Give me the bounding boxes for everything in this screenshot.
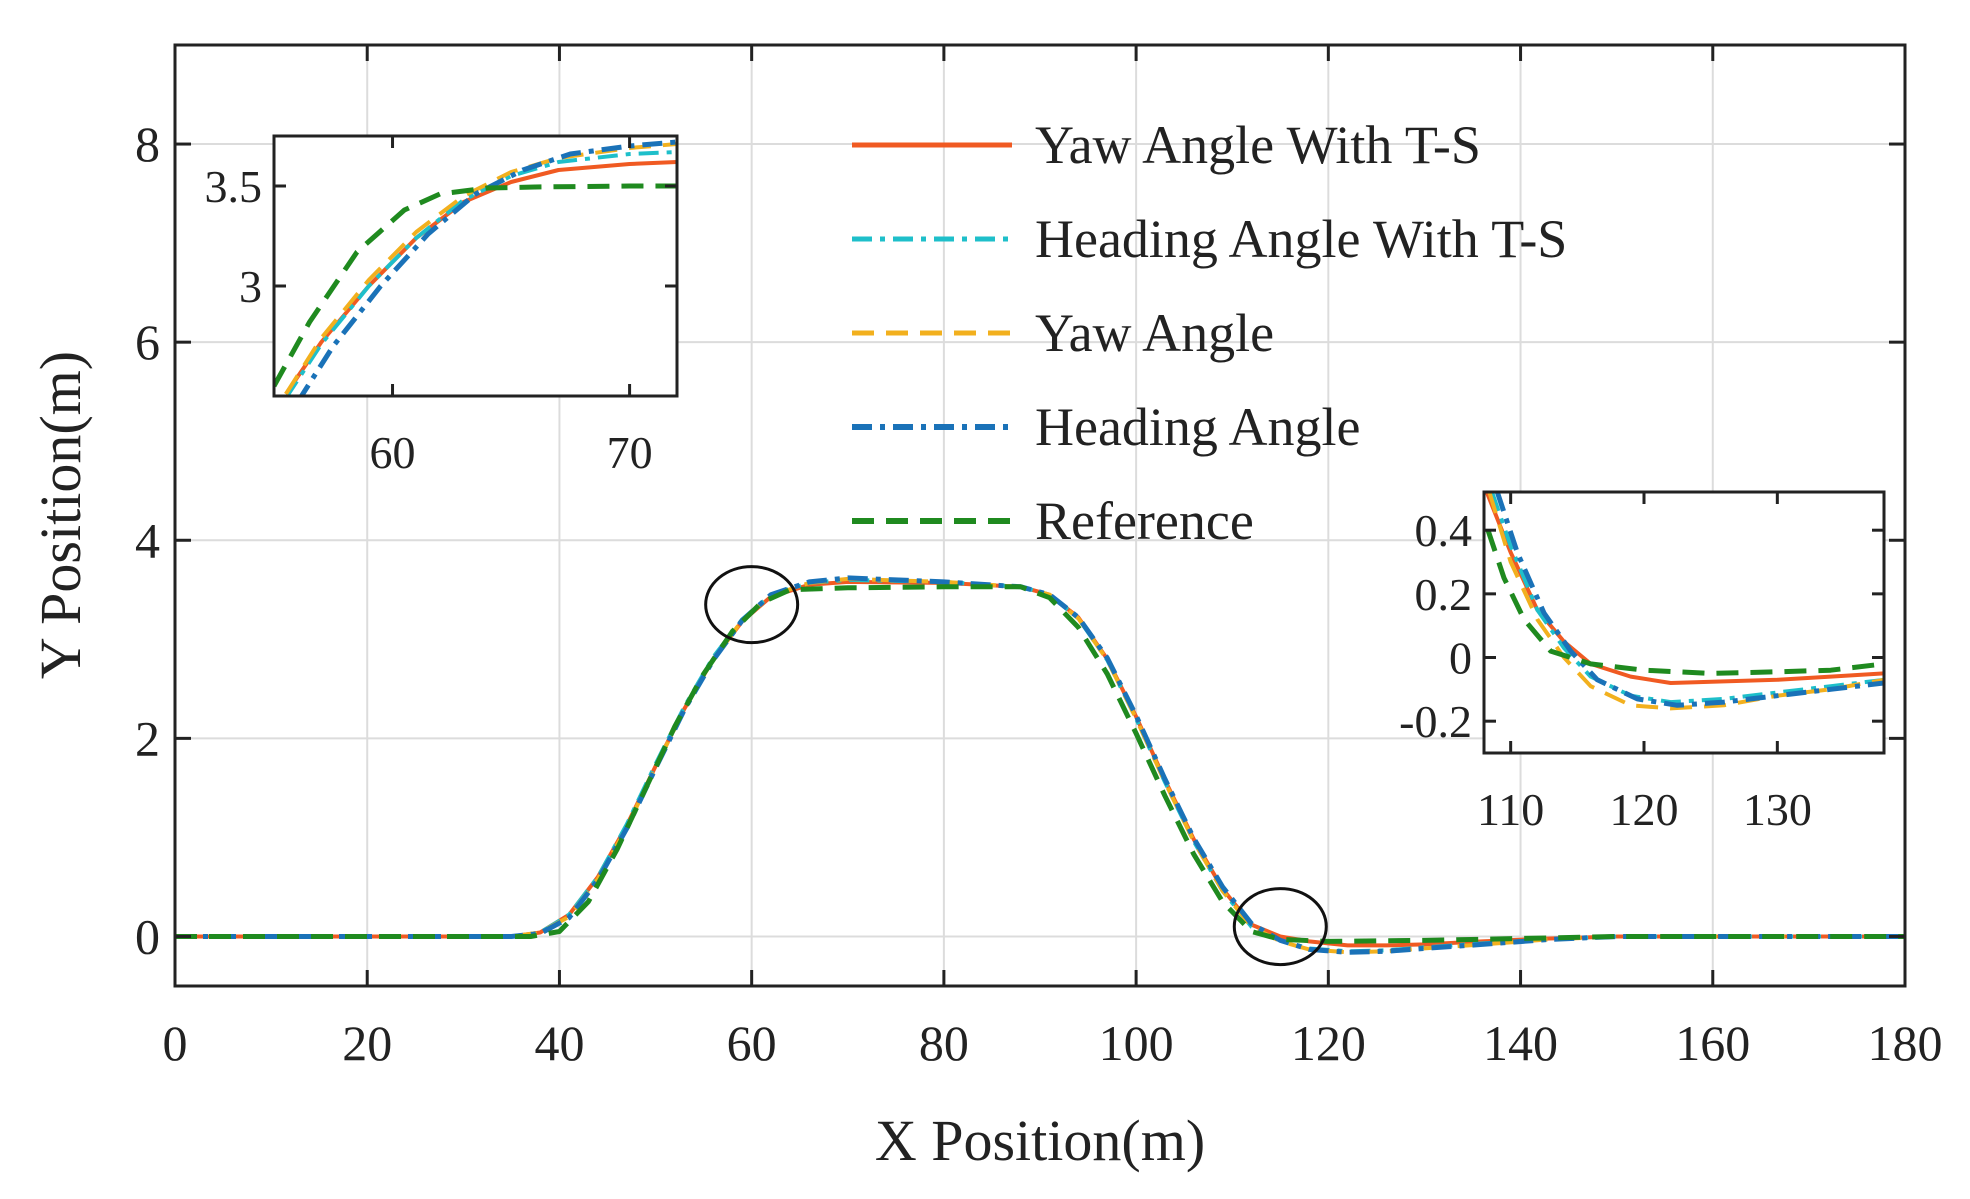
x-tick-label: 40 [534, 1015, 584, 1071]
inset-y-tick-label: 0 [1449, 633, 1472, 684]
main-plot-area: 0 20 40 60 80 100 120 140 160 180 0 2 4 6 8 [135, 43, 1943, 1071]
legend-label: Yaw Angle [1035, 303, 1274, 363]
inset-x-tick-label: 120 [1610, 784, 1679, 835]
x-tick-label: 0 [163, 1015, 188, 1071]
x-tick-label: 100 [1099, 1015, 1174, 1071]
inset-y-tick-label: -0.2 [1399, 696, 1472, 747]
inset-1-series-line-heading-angle-with-t-s [284, 150, 677, 396]
y-tick-label: 6 [135, 314, 160, 370]
inset-bottom-right-ticks: 110 120 130 -0.2 0 0.2 0.4 [1399, 492, 1884, 835]
main-tick-labels: 0 20 40 60 80 100 120 140 160 180 0 2 4 6 8 [135, 116, 1943, 1071]
inset-2-series-line-yaw-angle [1487, 492, 1884, 711]
x-tick-label: 160 [1675, 1015, 1750, 1071]
y-tick-label: 4 [135, 512, 160, 568]
inset-top-left-background [274, 136, 677, 396]
inset-top-left-series [274, 139, 677, 396]
inset-2-series-line-heading-angle [1494, 492, 1884, 708]
x-axis-label: X Position(m) [875, 1108, 1205, 1173]
main-tick-marks [173, 45, 1907, 986]
x-tick-label: 20 [342, 1015, 392, 1071]
inset-bottom-right-series [1484, 492, 1884, 711]
y-tick-label: 0 [135, 908, 160, 964]
legend: Yaw Angle With T-S Heading Angle With T-S… [852, 115, 1567, 551]
inset-bottom-right: 110 120 130 -0.2 0 0.2 0.4 [1399, 490, 1886, 835]
main-annotations [704, 565, 1328, 967]
inset-y-tick-label: 3 [239, 261, 262, 312]
inset-top-left-ticks: 60 70 3 3.5 [205, 136, 677, 478]
legend-label: Yaw Angle With T-S [1035, 115, 1481, 175]
inset-top-left: 60 70 3 3.5 [205, 134, 679, 478]
zoom-highlight-circle [1232, 887, 1328, 967]
inset-bottom-right-frame [1482, 490, 1886, 755]
x-tick-label: 140 [1483, 1015, 1558, 1071]
x-tick-label: 120 [1291, 1015, 1366, 1071]
main-series-group [175, 575, 1905, 955]
legend-label: Heading Angle With T-S [1035, 209, 1567, 269]
y-tick-label: 2 [135, 710, 160, 766]
legend-label: Reference [1035, 491, 1254, 551]
inset-y-tick-label: 0.4 [1415, 505, 1473, 556]
main-plot-frame [173, 43, 1907, 988]
inset-x-tick-label: 70 [607, 427, 653, 478]
inset-x-tick-label: 130 [1743, 784, 1812, 835]
inset-x-tick-label: 110 [1477, 784, 1544, 835]
x-tick-label: 60 [727, 1015, 777, 1071]
inset-y-tick-label: 0.2 [1415, 569, 1473, 620]
inset-x-tick-label: 60 [370, 427, 416, 478]
main-series-line-yaw-angle [175, 576, 1905, 955]
main-series-line-reference [175, 584, 1905, 944]
inset-2-series-line-yaw-angle-with-t-s [1484, 492, 1884, 685]
inset-1-series-line-reference [274, 183, 677, 388]
inset-1-series-line-heading-angle [298, 139, 677, 396]
y-axis-label: Y Position(m) [28, 351, 93, 679]
x-tick-label: 80 [919, 1015, 969, 1071]
zoom-highlight-circle [704, 565, 800, 645]
inset-top-left-frame [272, 134, 679, 398]
inset-2-series-line-reference [1485, 529, 1884, 676]
inset-y-tick-label: 3.5 [205, 161, 263, 212]
y-tick-label: 8 [135, 116, 160, 172]
x-tick-label: 180 [1868, 1015, 1943, 1071]
legend-label: Heading Angle [1035, 397, 1360, 457]
